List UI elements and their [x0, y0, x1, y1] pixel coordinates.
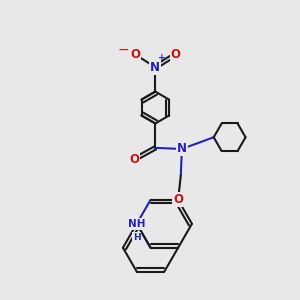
Text: O: O — [129, 153, 139, 166]
Text: H: H — [133, 232, 140, 242]
Text: −: − — [118, 43, 129, 57]
Text: NH: NH — [128, 219, 146, 229]
Text: O: O — [170, 48, 181, 61]
Text: N: N — [150, 61, 160, 74]
Text: +: + — [158, 53, 166, 62]
Text: O: O — [130, 48, 140, 61]
Text: N: N — [177, 142, 187, 155]
Text: O: O — [173, 194, 183, 206]
